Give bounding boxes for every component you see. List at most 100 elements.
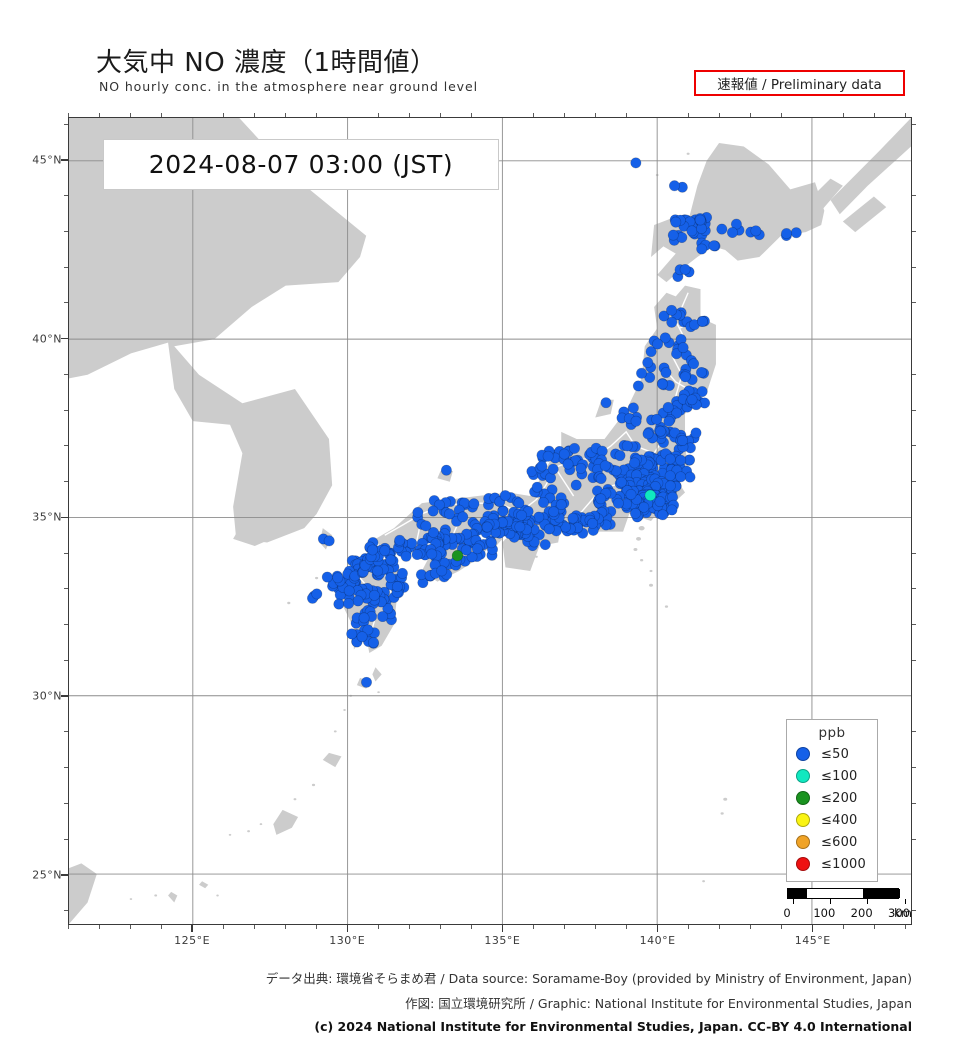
station-point[interactable] [636,367,648,379]
station-point[interactable] [679,371,691,383]
station-point[interactable] [657,378,668,390]
station-point[interactable] [575,462,587,474]
station-point[interactable] [343,598,355,609]
station-point[interactable] [468,498,480,510]
legend-row[interactable]: ≤600 [787,831,877,853]
station-point[interactable] [368,589,380,601]
station-point[interactable] [667,229,679,241]
station-point[interactable] [675,471,687,483]
station-point[interactable] [346,628,358,640]
station-point[interactable] [625,488,637,500]
station-point[interactable] [358,612,370,624]
station-point[interactable] [750,225,762,237]
station-point[interactable] [668,180,680,192]
legend-row[interactable]: ≤50 [787,743,877,765]
station-point[interactable] [471,543,483,555]
station-point[interactable] [651,413,663,425]
station-point[interactable] [481,521,493,533]
station-point[interactable] [684,471,696,483]
station-point[interactable] [497,505,509,517]
station-point[interactable] [642,428,654,440]
station-point[interactable] [457,511,469,523]
station-point[interactable] [362,624,374,636]
station-point[interactable] [321,571,333,583]
station-point[interactable] [420,520,432,532]
station-point[interactable] [660,367,672,379]
station-point[interactable] [516,509,528,521]
station-point[interactable] [367,637,379,648]
station-point[interactable] [426,548,438,560]
station-point[interactable] [391,581,403,593]
station-point[interactable] [638,501,650,513]
station-point[interactable] [548,506,560,518]
legend-row[interactable]: ≤100 [787,765,877,787]
station-point[interactable] [440,464,452,476]
station-point[interactable] [716,223,728,235]
station-point[interactable] [612,497,624,509]
station-point[interactable] [356,631,368,643]
station-point[interactable] [513,497,525,509]
station-point[interactable] [671,407,683,419]
station-point[interactable] [537,496,549,508]
station-point[interactable] [686,394,698,406]
station-point[interactable] [654,496,666,508]
station-point[interactable] [696,386,708,398]
station-point[interactable] [311,588,323,600]
legend-row[interactable]: ≤1000 [787,853,877,875]
station-point[interactable] [385,572,397,584]
station-point[interactable] [444,508,455,520]
station-point[interactable] [686,225,698,237]
station-point[interactable] [569,442,580,454]
station-point[interactable] [372,565,384,577]
station-point[interactable] [379,545,391,557]
legend-row[interactable]: ≤400 [787,809,877,831]
station-point[interactable] [666,304,678,316]
station-point[interactable] [677,435,689,446]
station-point[interactable] [645,346,657,358]
station-point[interactable] [394,534,406,546]
station-point[interactable] [670,216,682,228]
station-point[interactable] [666,316,678,328]
station-point[interactable] [790,227,802,239]
station-point[interactable] [642,357,654,368]
station-point[interactable] [466,551,478,563]
station-point[interactable] [396,567,408,579]
station-point[interactable] [587,517,599,529]
station-point[interactable] [382,603,394,615]
station-point[interactable] [367,544,379,556]
station-point[interactable] [696,366,707,378]
station-point[interactable] [726,227,738,239]
station-point[interactable] [663,415,675,427]
station-point[interactable] [343,585,355,597]
station-point[interactable] [485,537,497,549]
station-point[interactable] [514,521,526,533]
station-point[interactable] [427,526,439,538]
station-point[interactable] [531,481,543,493]
station-point[interactable] [560,521,572,533]
station-point[interactable] [675,454,687,466]
station-point[interactable] [332,572,344,584]
legend-row[interactable]: ≤200 [787,787,877,809]
station-point[interactable] [539,539,551,551]
station-point[interactable] [460,544,472,556]
station-point[interactable] [412,506,424,518]
station-point[interactable] [662,401,674,413]
station-point[interactable] [595,493,607,505]
station-point[interactable] [657,509,669,521]
station-point[interactable] [570,479,582,491]
station-point[interactable] [411,549,423,561]
station-point-≤100[interactable] [644,489,657,502]
station-point[interactable] [664,480,676,492]
station-point[interactable] [352,595,364,607]
station-point[interactable] [679,263,691,275]
station-point[interactable] [600,397,612,409]
station-point[interactable] [694,214,706,226]
station-point[interactable] [323,535,335,547]
station-point[interactable] [616,476,627,488]
station-point[interactable] [400,550,412,562]
station-point[interactable] [658,310,670,322]
station-point[interactable] [567,512,579,524]
station-point[interactable] [536,460,548,472]
station-point[interactable] [632,380,644,392]
station-point[interactable] [599,460,611,472]
